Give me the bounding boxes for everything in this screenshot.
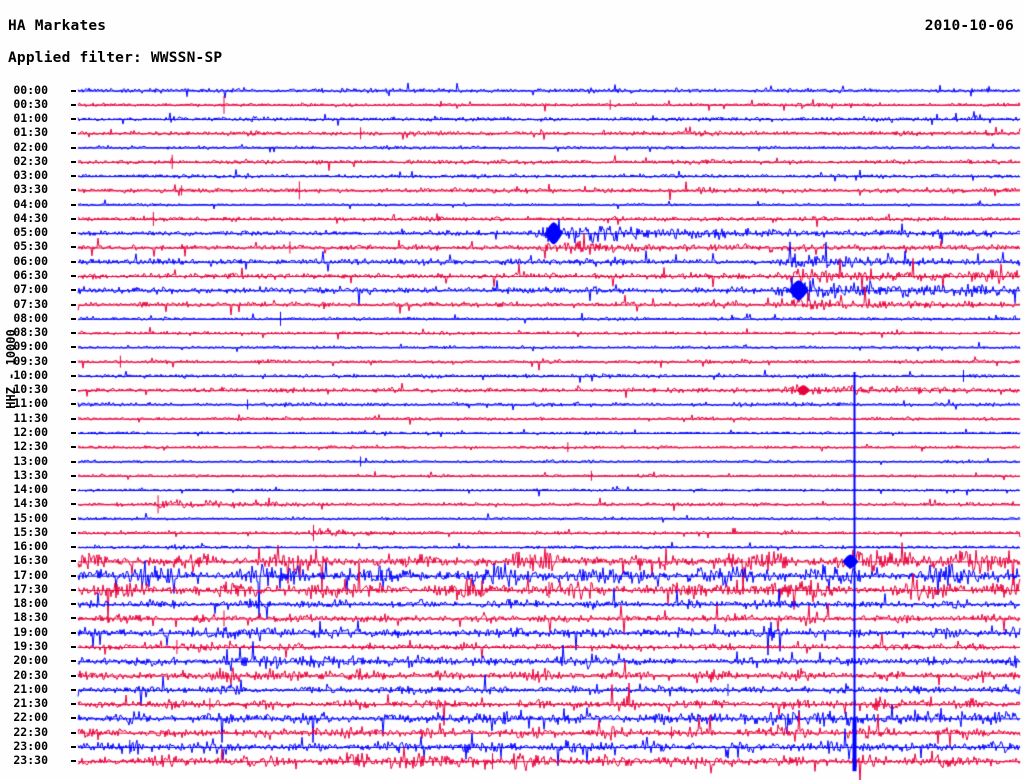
time-tick-mark — [71, 574, 76, 577]
time-tick-mark — [71, 660, 76, 663]
time-tick-mark — [71, 646, 76, 649]
time-tick-mark — [71, 360, 76, 363]
time-tick-mark — [71, 588, 76, 591]
time-tick-mark — [71, 389, 76, 392]
time-tick-mark — [71, 631, 76, 634]
time-tick-mark — [71, 703, 76, 706]
time-tick-mark — [71, 260, 76, 263]
time-tick-mark — [71, 503, 76, 506]
time-tick-mark — [71, 160, 76, 163]
time-tick-mark — [71, 717, 76, 720]
time-tick-mark — [71, 317, 76, 320]
time-tick-mark — [71, 132, 76, 135]
time-tick-mark — [71, 431, 76, 434]
time-tick-mark — [71, 346, 76, 349]
time-tick-mark — [71, 460, 76, 463]
time-tick-mark — [71, 531, 76, 534]
time-tick-mark — [71, 289, 76, 292]
time-tick-mark — [71, 674, 76, 677]
time-tick-mark — [71, 417, 76, 420]
time-tick-mark — [71, 474, 76, 477]
time-tick-mark — [71, 232, 76, 235]
time-tick-mark — [71, 303, 76, 306]
time-tick-mark — [71, 688, 76, 691]
time-tick-mark — [71, 403, 76, 406]
time-tick-mark — [71, 603, 76, 606]
time-tick-mark — [71, 446, 76, 449]
time-tick-mark — [71, 146, 76, 149]
time-tick-mark — [71, 760, 76, 763]
time-tick-mark — [71, 175, 76, 178]
time-tick-mark — [71, 118, 76, 121]
time-tick-mark — [71, 275, 76, 277]
time-tick-mark — [71, 560, 76, 563]
time-tick-mark — [71, 89, 76, 92]
time-tick-mark — [71, 103, 76, 106]
time-tick-mark — [71, 332, 76, 335]
time-tick-mark — [71, 546, 76, 549]
time-tick-mark — [71, 517, 76, 520]
time-tick-mark — [71, 217, 76, 220]
time-tick-mark — [71, 246, 76, 249]
time-tick-mark — [71, 489, 76, 492]
time-tick-mark — [71, 617, 76, 620]
time-tick-mark — [71, 189, 76, 192]
time-tick-mark — [71, 731, 76, 734]
time-tick-mark — [71, 374, 76, 377]
time-tick-mark — [71, 745, 76, 748]
time-tick-mark — [71, 203, 76, 206]
